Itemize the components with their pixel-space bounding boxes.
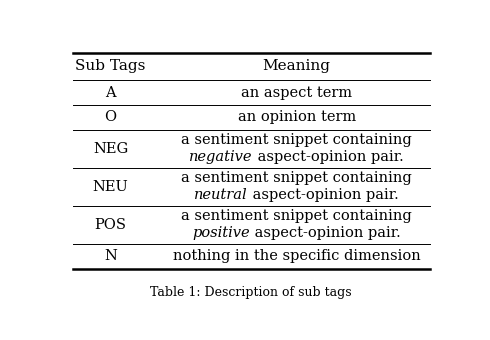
Text: N: N	[104, 249, 117, 263]
Text: NEG: NEG	[93, 142, 128, 156]
Text: aspect-opinion pair.: aspect-opinion pair.	[253, 150, 404, 164]
Text: negative: negative	[190, 150, 253, 164]
Text: a sentiment snippet containing: a sentiment snippet containing	[181, 209, 412, 223]
Text: Table 1: Description of sub tags: Table 1: Description of sub tags	[150, 286, 352, 299]
Text: aspect-opinion pair.: aspect-opinion pair.	[248, 188, 399, 202]
Text: A: A	[105, 85, 116, 100]
Text: O: O	[104, 110, 117, 124]
Text: neutral: neutral	[195, 188, 248, 202]
Text: Meaning: Meaning	[263, 59, 331, 73]
Text: Sub Tags: Sub Tags	[75, 59, 146, 73]
Text: an aspect term: an aspect term	[241, 85, 352, 100]
Text: a sentiment snippet containing: a sentiment snippet containing	[181, 133, 412, 148]
Text: positive: positive	[192, 226, 250, 240]
Text: POS: POS	[95, 218, 126, 232]
Text: aspect-opinion pair.: aspect-opinion pair.	[250, 226, 401, 240]
Text: an opinion term: an opinion term	[238, 110, 356, 124]
Text: NEU: NEU	[93, 180, 128, 194]
Text: nothing in the specific dimension: nothing in the specific dimension	[173, 249, 420, 263]
Text: a sentiment snippet containing: a sentiment snippet containing	[181, 171, 412, 185]
